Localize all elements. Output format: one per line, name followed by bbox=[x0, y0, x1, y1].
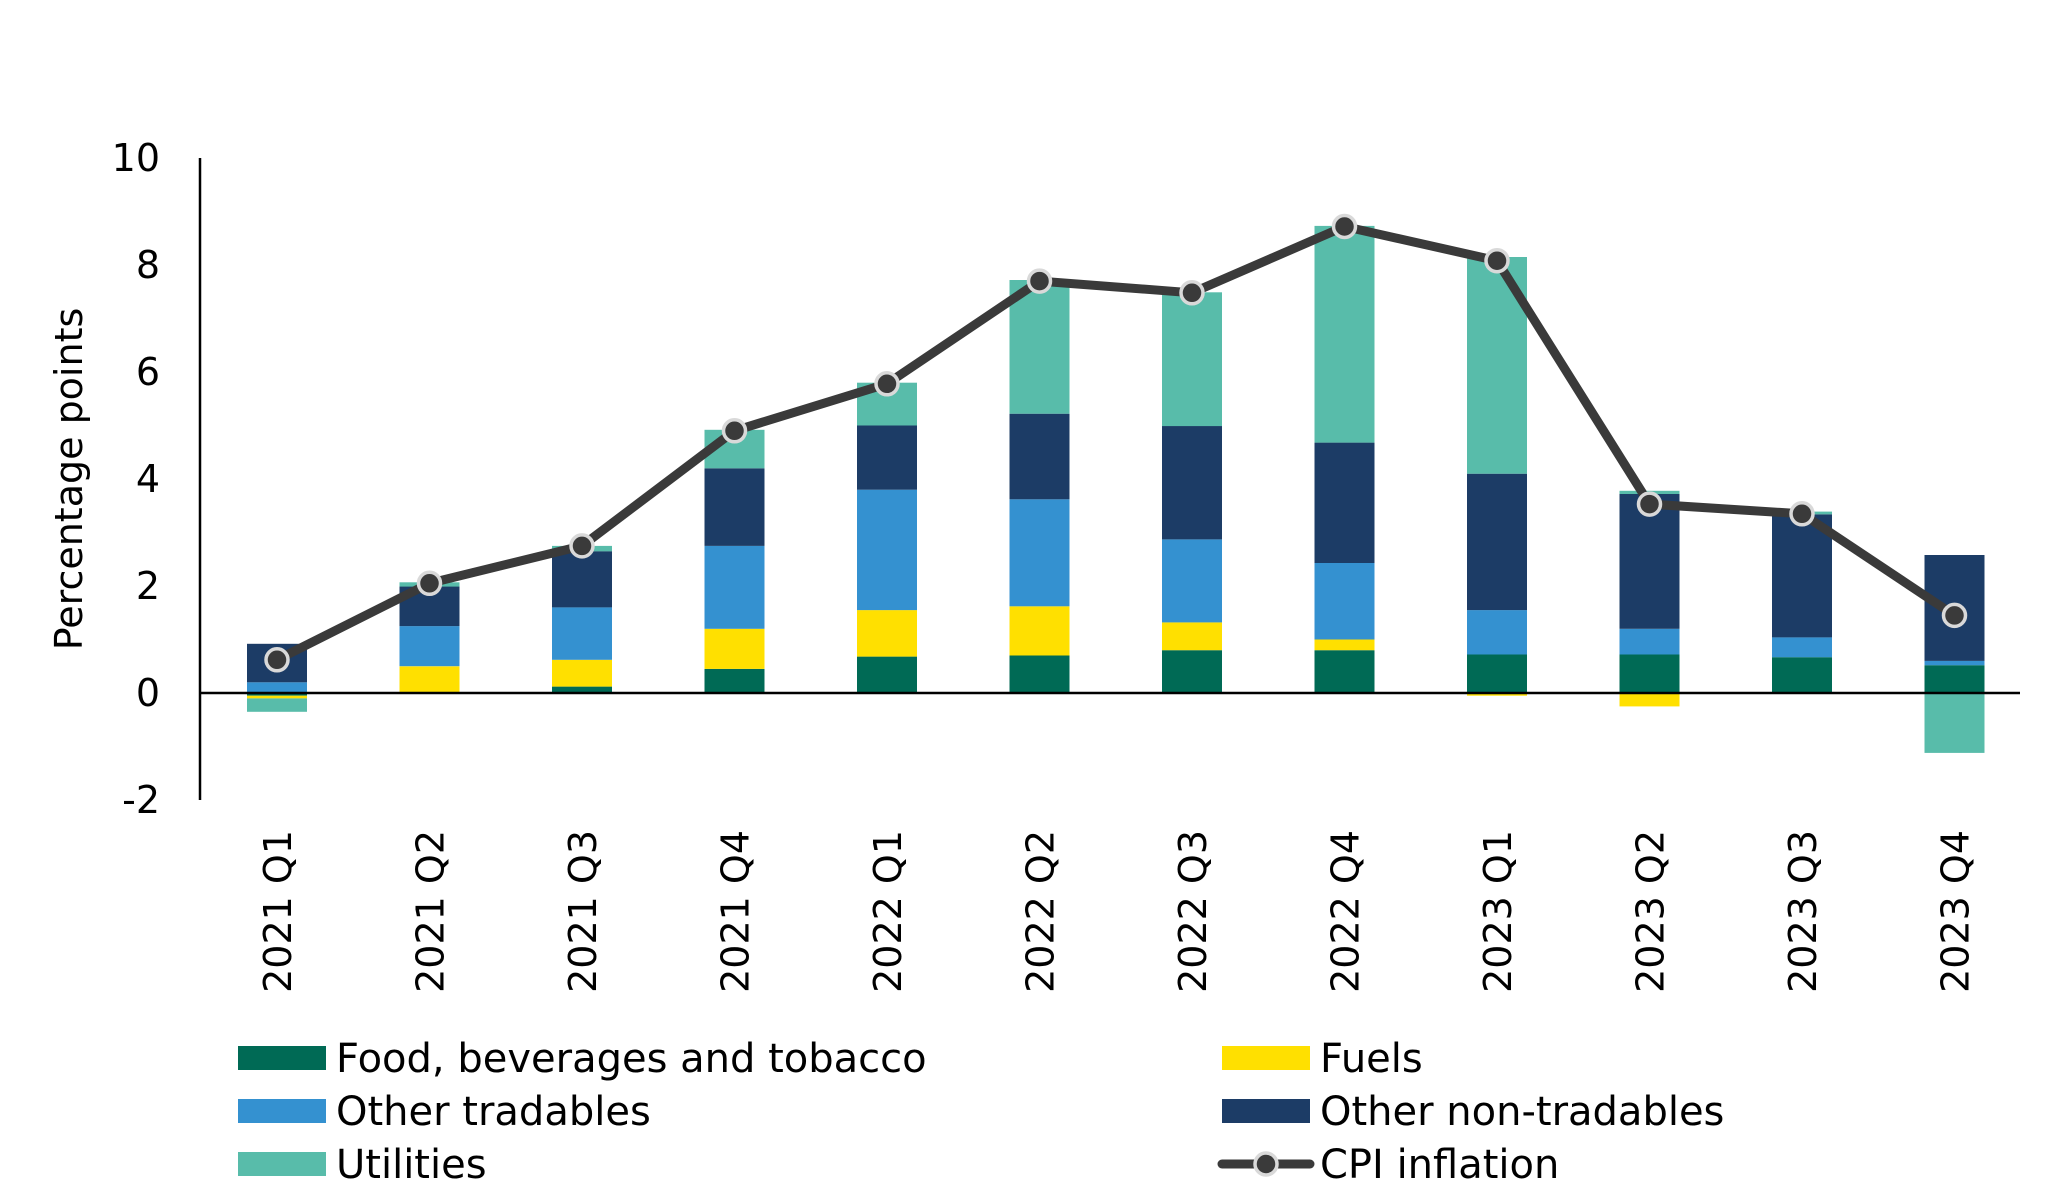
cpi-point-4 bbox=[721, 418, 748, 444]
legend-label-2: Fuels bbox=[1320, 1036, 1423, 1082]
legend-swatch-1 bbox=[238, 1046, 326, 1070]
cpi-line bbox=[272, 222, 1959, 665]
x-category-5: 2022 Q1 bbox=[866, 830, 910, 993]
bar-3-11 bbox=[1772, 637, 1832, 658]
legend-swatch-5 bbox=[238, 1152, 326, 1176]
bar-2-1 bbox=[247, 695, 307, 699]
legend-swatch-2 bbox=[1222, 1046, 1310, 1070]
bar-4-5 bbox=[857, 425, 917, 490]
cpi-point-2 bbox=[416, 570, 443, 597]
axes-layer bbox=[198, 158, 2020, 800]
cpi-point-11 bbox=[1789, 501, 1815, 527]
bar-4-3 bbox=[552, 551, 612, 608]
cpi-point-9 bbox=[1484, 247, 1510, 274]
cpi-point-1 bbox=[264, 647, 290, 673]
x-category-12: 2023 Q4 bbox=[1934, 830, 1978, 993]
bar-5-8 bbox=[1314, 225, 1375, 443]
bar-2-9 bbox=[1467, 693, 1527, 696]
bar-3-1 bbox=[247, 682, 307, 693]
y-tick-5: 6 bbox=[136, 350, 160, 394]
legend-swatch-3 bbox=[238, 1099, 326, 1123]
bar-2-6 bbox=[1009, 606, 1070, 656]
bar-1-9 bbox=[1467, 654, 1527, 693]
bar-4-6 bbox=[1009, 413, 1070, 500]
bar-2-4 bbox=[704, 628, 765, 669]
cpi-point-3 bbox=[569, 533, 595, 559]
y-tick-labels: -2 0 2 4 6 8 10 bbox=[112, 136, 160, 822]
x-category-6: 2022 Q2 bbox=[1019, 830, 1063, 993]
bar-1-7 bbox=[1162, 650, 1222, 693]
bar-1-8 bbox=[1314, 650, 1375, 693]
bar-1-1 bbox=[247, 693, 307, 696]
bar-4-11 bbox=[1772, 514, 1832, 638]
bar-3-2 bbox=[399, 626, 460, 667]
x-category-1: 2021 Q1 bbox=[256, 830, 300, 993]
cpi-point-7 bbox=[1179, 280, 1205, 306]
x-category-4: 2021 Q4 bbox=[714, 830, 758, 993]
y-axis-title: Percentage points bbox=[47, 308, 91, 651]
y-tick-7: 10 bbox=[112, 136, 160, 180]
x-category-2: 2021 Q2 bbox=[409, 830, 453, 993]
x-category-11: 2023 Q3 bbox=[1781, 830, 1825, 993]
y-tick-2: 0 bbox=[136, 671, 160, 715]
bar-2-2 bbox=[399, 666, 460, 694]
bar-5-12 bbox=[1924, 693, 1985, 753]
bar-4-9 bbox=[1467, 473, 1527, 611]
bar-2-8 bbox=[1314, 639, 1375, 651]
x-category-labels: 2021 Q1 2021 Q2 2021 Q3 2021 Q4 2022 Q1 2022 … bbox=[256, 830, 1978, 993]
cpi-point-8 bbox=[1331, 213, 1358, 240]
legend-marker-6 bbox=[1253, 1151, 1279, 1177]
legend-swatch-4 bbox=[1222, 1099, 1310, 1123]
bar-1-12 bbox=[1924, 665, 1985, 693]
legend-label-3: Other tradables bbox=[336, 1089, 651, 1135]
x-category-3: 2021 Q3 bbox=[561, 830, 605, 993]
bar-2-10 bbox=[1619, 693, 1680, 707]
bar-3-4 bbox=[704, 545, 765, 629]
bar-3-6 bbox=[1009, 499, 1070, 607]
x-category-10: 2023 Q2 bbox=[1629, 830, 1673, 993]
y-tick-3: 2 bbox=[136, 564, 160, 608]
x-category-9: 2023 Q1 bbox=[1476, 830, 1520, 993]
bar-3-10 bbox=[1619, 628, 1680, 655]
bar-3-8 bbox=[1314, 563, 1375, 640]
bar-1-4 bbox=[704, 668, 765, 693]
y-tick-6: 8 bbox=[136, 243, 160, 287]
bar-3-5 bbox=[857, 489, 917, 611]
legend-label-1: Food, beverages and tobacco bbox=[336, 1036, 927, 1082]
bar-3-7 bbox=[1162, 539, 1222, 623]
bar-4-4 bbox=[704, 468, 765, 546]
bar-3-3 bbox=[552, 607, 612, 660]
bar-2-5 bbox=[857, 610, 917, 657]
bar-3-12 bbox=[1924, 660, 1985, 666]
bars-layer bbox=[247, 225, 1985, 753]
bar-1-6 bbox=[1009, 655, 1070, 693]
cpi-point-12 bbox=[1941, 602, 1968, 629]
x-category-8: 2022 Q4 bbox=[1324, 830, 1368, 993]
bar-2-7 bbox=[1162, 622, 1222, 651]
bar-1-10 bbox=[1619, 654, 1680, 693]
y-tick-1: -2 bbox=[122, 778, 160, 822]
bar-1-5 bbox=[857, 656, 917, 693]
cpi-line-layer bbox=[264, 213, 1968, 673]
legend: Food, beverages and tobacco Fuels Other tr… bbox=[238, 1036, 1724, 1188]
bar-5-7 bbox=[1162, 292, 1222, 427]
bar-1-3 bbox=[552, 686, 612, 693]
legend-label-4: Other non-tradables bbox=[1320, 1089, 1724, 1135]
bar-2-3 bbox=[552, 659, 612, 687]
legend-label-5: Utilities bbox=[336, 1142, 487, 1188]
bar-5-1 bbox=[247, 698, 307, 712]
cpi-point-6 bbox=[1026, 268, 1053, 294]
legend-label-6: CPI inflation bbox=[1320, 1142, 1559, 1188]
cpi-point-10 bbox=[1636, 491, 1663, 517]
bar-3-9 bbox=[1467, 610, 1527, 655]
bar-1-11 bbox=[1772, 657, 1832, 693]
x-category-7: 2022 Q3 bbox=[1171, 830, 1215, 993]
bar-5-6 bbox=[1009, 280, 1070, 414]
cpi-point-5 bbox=[874, 371, 900, 397]
bar-4-8 bbox=[1314, 442, 1375, 563]
bar-4-7 bbox=[1162, 426, 1222, 540]
y-tick-4: 4 bbox=[136, 457, 160, 501]
